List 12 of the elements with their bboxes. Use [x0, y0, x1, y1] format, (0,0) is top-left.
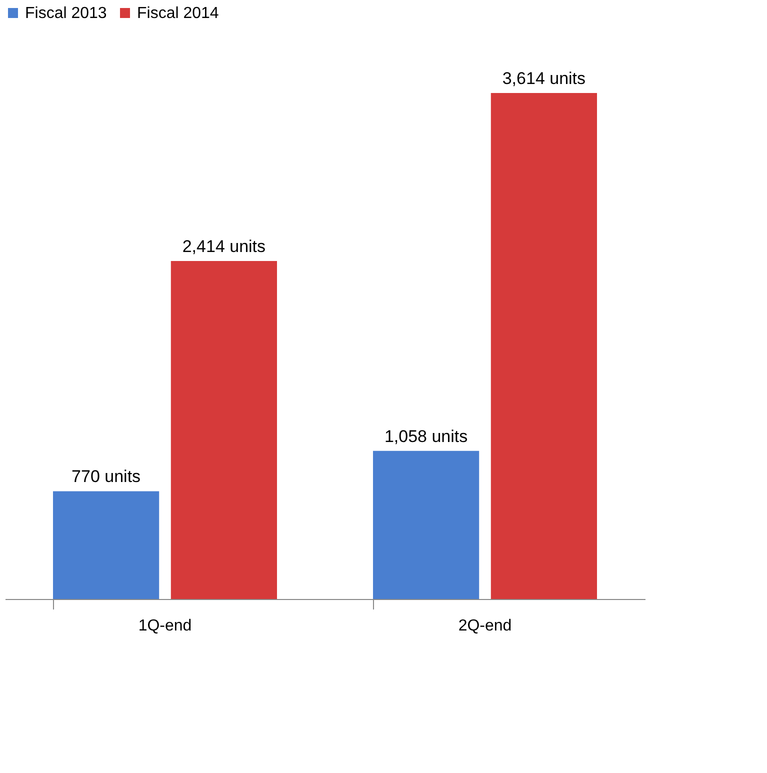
legend-label: Fiscal 2013: [25, 5, 107, 22]
bar: [490, 93, 597, 599]
legend-label: Fiscal 2014: [137, 5, 219, 22]
bar: [170, 261, 277, 599]
data-label: 1,058 units: [384, 426, 468, 446]
x-tick-label: 2Q-end: [458, 618, 512, 634]
data-label: 3,614 units: [502, 69, 586, 88]
bar: [373, 450, 480, 599]
bar: [53, 491, 160, 599]
data-label: 770 units: [72, 467, 141, 486]
x-tick-label: 1Q-end: [138, 618, 192, 634]
data-label: 2,414 units: [182, 237, 266, 256]
